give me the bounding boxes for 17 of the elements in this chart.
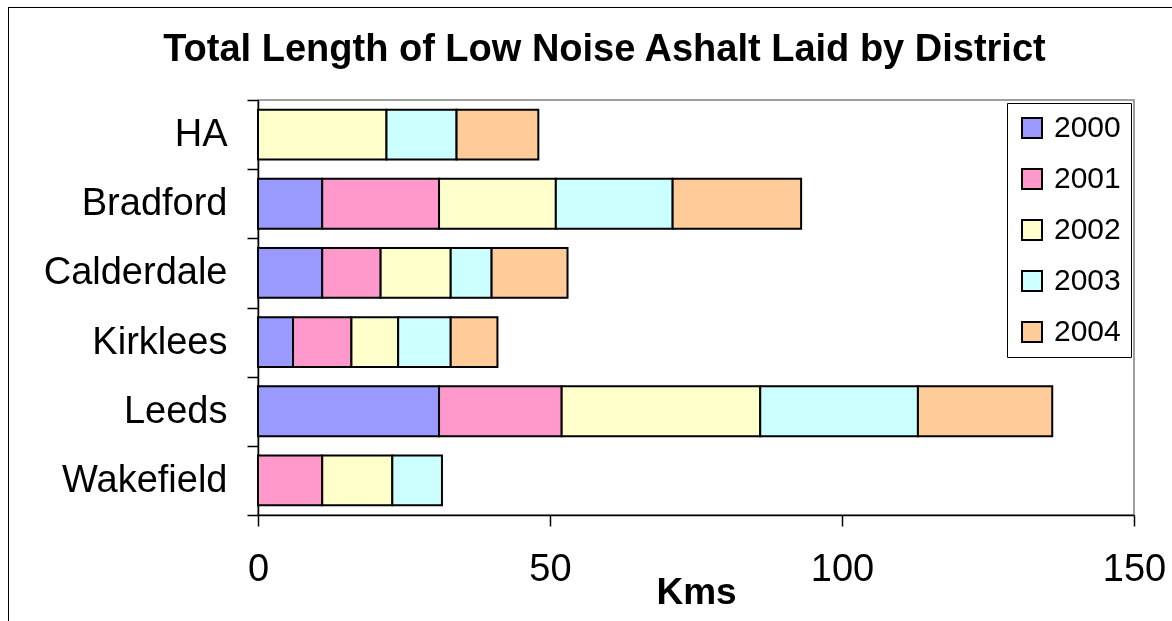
y-tick-label: HA [174, 112, 229, 155]
legend-label: 2000 [1054, 110, 1121, 143]
y-tick-label: Wakefield [62, 457, 228, 500]
y-tick-label: Calderdale [43, 250, 228, 293]
x-axis-title: Kms [656, 570, 737, 612]
y-tick-label: Leeds [123, 388, 228, 431]
y-tick-label: Kirklees [92, 319, 228, 362]
x-tick-label: 50 [529, 546, 572, 589]
x-tick-label: 0 [247, 546, 270, 589]
legend-label: 2003 [1054, 263, 1121, 296]
x-tick-label: 100 [810, 546, 875, 589]
legend-label: 2002 [1054, 212, 1121, 245]
legend-label: 2001 [1054, 161, 1121, 194]
y-tick-label: Bradford [81, 181, 228, 224]
legend-label: 2004 [1054, 314, 1121, 347]
x-tick-label: 150 [1102, 546, 1167, 589]
chart-title: Total Length of Low Noise Ashalt Laid by District [163, 27, 1047, 69]
